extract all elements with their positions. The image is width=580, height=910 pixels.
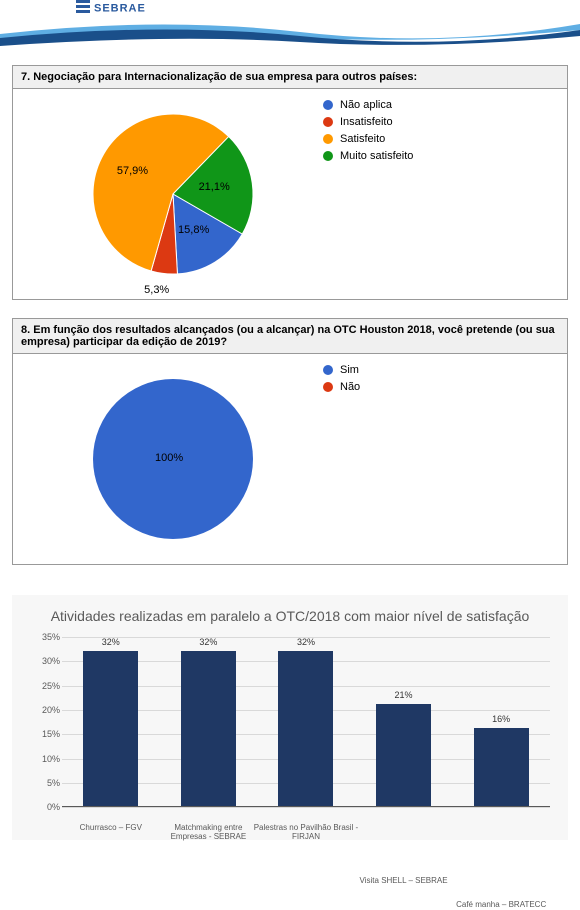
bar-category-label: Palestras no Pavilhão Brasil - FIRJAN xyxy=(253,823,358,842)
bar-value-label: 32% xyxy=(278,637,333,647)
page-header: SEBRAE xyxy=(0,0,580,50)
legend-label: Sim xyxy=(340,364,359,376)
legend-item: Sim xyxy=(323,364,557,376)
legend-item: Insatisfeito xyxy=(323,116,557,128)
pie-slice-label: 15,8% xyxy=(178,224,209,236)
bar-category-label: Matchmaking entre Empresas - SEBRAE xyxy=(156,823,261,842)
chart7-body: 15,8% 5,3% 57,9% 21,1% Não aplica Insatisfei… xyxy=(13,89,567,299)
bar-column: 16%Café manha – BRATECC xyxy=(457,728,545,806)
grid-line xyxy=(62,807,550,808)
legend-swatch xyxy=(323,100,333,110)
legend-label: Não aplica xyxy=(340,99,392,111)
chart8-body: 100% Sim Não xyxy=(13,354,567,564)
chart8-panel: 8. Em função dos resultados alcançados (… xyxy=(12,318,568,565)
bar-category-label: Visita SHELL – SEBRAE xyxy=(351,876,456,886)
y-tick-label: 20% xyxy=(32,705,60,715)
pie-slice-label: 5,3% xyxy=(144,284,169,296)
bar-category-label: Churrasco – FGV xyxy=(58,823,163,833)
legend-item: Não aplica xyxy=(323,99,557,111)
bar: 32% xyxy=(83,651,138,806)
pie-slice-label: 21,1% xyxy=(199,181,230,193)
chart7-title: 7. Negociação para Internacionalização d… xyxy=(13,66,567,89)
y-tick-label: 0% xyxy=(32,802,60,812)
bar-category-label: Café manha – BRATECC xyxy=(448,900,553,910)
bar-chart-title: Atividades realizadas em paralelo a OTC/… xyxy=(30,607,550,625)
legend-item: Muito satisfeito xyxy=(323,150,557,162)
legend-swatch xyxy=(323,382,333,392)
y-tick-label: 35% xyxy=(32,632,60,642)
sebrae-logo: SEBRAE xyxy=(76,0,146,17)
logo-bars-icon xyxy=(76,0,90,17)
chart7-panel: 7. Negociação para Internacionalização d… xyxy=(12,65,568,300)
bar-chart-plot: 0%5%10%15%20%25%30%35% 32%Churrasco – FG… xyxy=(62,637,550,822)
legend-item: Satisfeito xyxy=(323,133,557,145)
chart8-legend: Sim Não xyxy=(323,364,557,398)
y-tick-label: 10% xyxy=(32,754,60,764)
y-tick-label: 25% xyxy=(32,681,60,691)
bar-column: 21%Visita SHELL – SEBRAE xyxy=(360,704,448,806)
legend-label: Satisfeito xyxy=(340,133,385,145)
bar-column: 32%Palestras no Pavilhão Brasil - FIRJAN xyxy=(262,651,350,806)
legend-swatch xyxy=(323,117,333,127)
bar: 32% xyxy=(181,651,236,806)
chart7-legend: Não aplica Insatisfeito Satisfeito Muito sa… xyxy=(323,99,557,167)
bar-column: 32%Matchmaking entre Empresas - SEBRAE xyxy=(164,651,252,806)
legend-swatch xyxy=(323,134,333,144)
bar-value-label: 16% xyxy=(474,714,529,724)
bar-y-axis: 0%5%10%15%20%25%30%35% xyxy=(32,637,60,807)
y-tick-label: 5% xyxy=(32,778,60,788)
bar: 21% xyxy=(376,704,431,806)
pie-slice-label: 57,9% xyxy=(117,165,148,177)
logo-text: SEBRAE xyxy=(94,2,146,14)
bar: 32% xyxy=(278,651,333,806)
bar: 16% xyxy=(474,728,529,806)
chart8-pie: 100% xyxy=(23,364,323,554)
legend-swatch xyxy=(323,151,333,161)
bar-plot-area: 32%Churrasco – FGV32%Matchmaking entre E… xyxy=(62,637,550,807)
bar-chart-panel: Atividades realizadas em paralelo a OTC/… xyxy=(12,595,568,840)
legend-item: Não xyxy=(323,381,557,393)
legend-label: Insatisfeito xyxy=(340,116,393,128)
bar-value-label: 32% xyxy=(181,637,236,647)
y-tick-label: 15% xyxy=(32,729,60,739)
bar-value-label: 21% xyxy=(376,690,431,700)
legend-label: Muito satisfeito xyxy=(340,150,413,162)
header-swoosh xyxy=(0,20,580,50)
pie-slice-label: 100% xyxy=(155,452,183,464)
legend-label: Não xyxy=(340,381,360,393)
bar-value-label: 32% xyxy=(83,637,138,647)
chart8-title: 8. Em função dos resultados alcançados (… xyxy=(13,319,567,354)
legend-swatch xyxy=(323,365,333,375)
y-tick-label: 30% xyxy=(32,656,60,666)
bar-column: 32%Churrasco – FGV xyxy=(67,651,155,806)
chart7-pie: 15,8%5,3%57,9%21,1% xyxy=(23,99,323,289)
